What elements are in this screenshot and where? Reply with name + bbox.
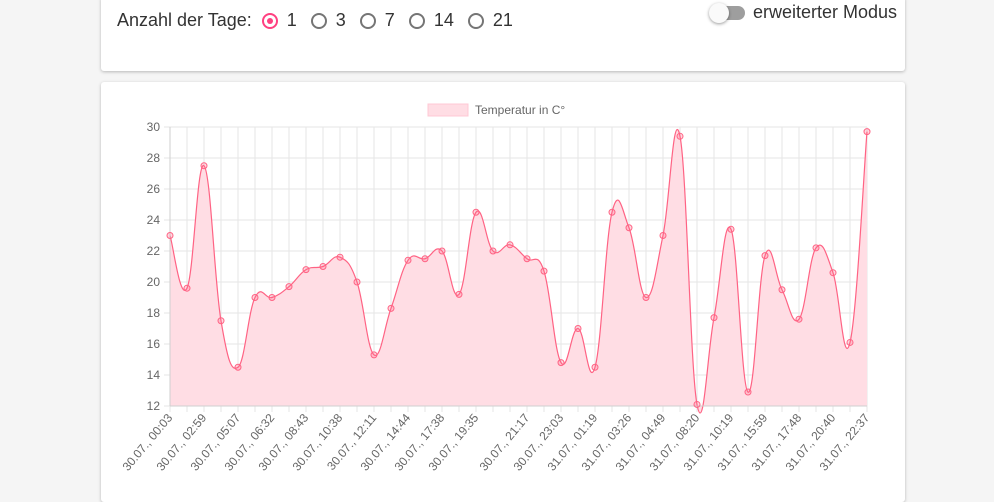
data-point	[744, 388, 752, 396]
radio-circle[interactable]	[408, 12, 425, 29]
y-tick-label: 26	[147, 182, 161, 196]
data-point	[166, 232, 174, 239]
days-option-14[interactable]: 14	[408, 10, 454, 31]
days-option-3[interactable]: 3	[310, 10, 346, 31]
days-option-7[interactable]: 7	[359, 10, 395, 31]
y-tick-label: 12	[147, 399, 161, 413]
days-option-1[interactable]: 1	[261, 10, 297, 31]
switch-thumb[interactable]	[708, 2, 729, 23]
days-radio-group: 1 3 7 14 21	[261, 10, 527, 31]
y-tick-label: 24	[147, 213, 161, 227]
y-tick-label: 28	[147, 151, 161, 165]
series-line	[169, 128, 868, 414]
days-label: Anzahl der Tage:	[117, 10, 252, 30]
area-fill	[170, 129, 867, 414]
data-point	[234, 363, 242, 371]
controls-card: Anzahl der Tage: 1 3 7 14 21 erweiterter Mod…	[101, 0, 905, 71]
days-selector: Anzahl der Tage: 1 3 7 14 21	[117, 10, 527, 31]
days-option-label: 7	[384, 10, 395, 30]
data-point	[506, 241, 514, 249]
data-point	[455, 290, 463, 298]
data-point	[557, 359, 565, 367]
data-point	[489, 247, 497, 255]
data-point	[846, 338, 854, 346]
legend-swatch	[427, 103, 469, 117]
radio-circle[interactable]	[310, 12, 327, 29]
days-option-label: 3	[335, 10, 346, 30]
data-point	[472, 208, 480, 216]
data-point	[642, 294, 650, 301]
data-point	[727, 225, 735, 233]
data-point	[574, 325, 582, 332]
radio-circle[interactable]	[467, 12, 484, 29]
days-option-21[interactable]: 21	[467, 10, 513, 31]
data-point	[387, 304, 395, 312]
radio-circle[interactable]	[261, 12, 278, 29]
y-tick-label: 18	[147, 306, 161, 320]
extended-mode-switch[interactable]	[708, 2, 745, 23]
days-option-label: 1	[286, 10, 297, 30]
data-point	[421, 255, 429, 263]
extended-mode-label: erweiterter Modus	[752, 2, 897, 22]
data-point	[353, 278, 361, 286]
y-tick-label: 20	[147, 275, 161, 289]
data-point	[540, 267, 548, 275]
data-point	[268, 294, 276, 301]
data-point	[251, 294, 259, 301]
y-tick-label: 30	[147, 120, 161, 134]
data-point	[608, 208, 616, 216]
chart-card: 12 14 16 18 20 22 24 26 28 30 30.07., 00:03 30.07.,…	[101, 82, 905, 502]
radio-circle[interactable]	[359, 12, 376, 29]
data-point	[404, 256, 412, 264]
data-point	[625, 224, 633, 232]
data-point	[336, 253, 344, 261]
data-point	[829, 269, 837, 277]
data-point	[319, 263, 327, 270]
data-point	[302, 266, 310, 274]
data-point	[710, 314, 718, 322]
legend-label: Temperatur in C°	[475, 103, 565, 117]
data-point	[200, 162, 208, 170]
data-point	[693, 400, 701, 408]
data-point	[812, 244, 820, 252]
days-option-label: 21	[492, 10, 513, 30]
y-tick-label: 16	[147, 337, 161, 351]
data-point	[370, 351, 378, 359]
data-point	[523, 255, 531, 263]
data-point	[183, 284, 191, 292]
data-point	[676, 132, 684, 140]
data-point	[217, 317, 225, 325]
data-point	[659, 232, 667, 239]
data-point	[591, 363, 599, 371]
data-point	[778, 286, 786, 294]
data-point	[285, 283, 293, 291]
y-tick-label: 14	[147, 368, 161, 382]
y-tick-label: 22	[147, 244, 161, 258]
days-option-label: 14	[433, 10, 454, 30]
data-point	[761, 252, 769, 260]
data-point	[795, 315, 803, 323]
data-point	[863, 128, 871, 136]
data-point	[438, 247, 446, 255]
extended-mode-toggle[interactable]: erweiterter Modus	[708, 2, 897, 23]
